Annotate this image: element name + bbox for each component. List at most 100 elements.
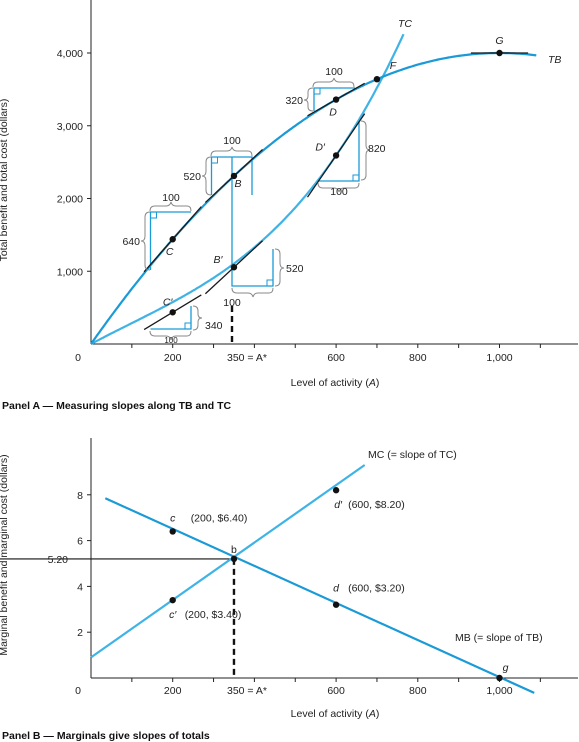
point-c	[169, 528, 176, 535]
point-c-prime	[169, 309, 176, 316]
point-c	[169, 236, 176, 243]
point-label-b-prime: B′	[213, 254, 223, 266]
brace-c-prime-run	[149, 330, 192, 341]
brace-label-c-rise: 640	[122, 236, 140, 248]
panel-b-x-label: Level of activity (A)	[291, 708, 380, 720]
panel-a-y-label: Total benefit and total cost (dollars)	[0, 99, 10, 262]
point-d	[332, 601, 340, 608]
panel-b-x-tick-label: 800	[409, 685, 427, 697]
point-label-d: D	[329, 107, 337, 119]
panel-a-y-tick-label: 3,000	[57, 121, 83, 133]
panel-b-y-tick-label: 4	[77, 581, 83, 593]
slope-triangle-b-prime	[231, 157, 274, 287]
panel-a-points	[169, 49, 503, 316]
brace-d-prime-rise	[360, 120, 371, 181]
point-f	[373, 75, 381, 83]
tb-curve-label: TB	[548, 54, 561, 66]
panel-a-braces	[140, 77, 371, 341]
panel-a-x-tick-label: 800	[409, 352, 427, 364]
brace-label-b-run: 100	[223, 135, 241, 147]
brace-label-d-run: 100	[325, 66, 343, 78]
panel-b-point-labels: c (200, $6.40) d′ (600, $8.20) b c′ (200, $3.4…	[169, 499, 508, 674]
brace-label-d-prime-rise: 820	[368, 143, 386, 155]
panel-b-y-label: Marginal benefit and marginal cost (doll…	[0, 454, 10, 655]
brace-b-rise	[201, 156, 212, 196]
panel-b-points	[169, 487, 503, 682]
brace-c-rise	[140, 211, 151, 271]
panel-a-origin-label: 0	[75, 352, 81, 364]
panel-a-x-ticks: 200 600 800 1,000	[131, 344, 541, 364]
right-angle-b	[211, 157, 218, 164]
panel-b-y-tick-label: 8	[77, 490, 83, 502]
mc-line-label: MC (= slope of TC)	[368, 449, 457, 461]
brace-label-c-prime-rise: 340	[205, 320, 223, 332]
point-d	[332, 96, 340, 103]
slope-triangle-d	[313, 87, 355, 111]
brace-b-prime-rise	[274, 248, 285, 287]
brace-c-prime-rise	[192, 305, 203, 331]
mc-line	[90, 464, 366, 659]
panel-b-x-tick-label: 1,000	[486, 685, 512, 697]
point-d-prime	[332, 487, 340, 494]
panel-b-origin-label: 0	[75, 685, 81, 697]
mb-line	[104, 497, 535, 694]
brace-d-run	[312, 77, 355, 88]
brace-d-prime-run	[317, 182, 360, 193]
point-c-prime	[169, 596, 176, 604]
brace-label-b-prime-run: 100	[223, 297, 241, 309]
panel-a-title: Panel A — Measuring slopes along TB and …	[2, 400, 232, 412]
point-label-c-prime: C′	[163, 296, 174, 308]
slope-triangle-c	[149, 211, 191, 270]
point-label-c-prime: c′	[169, 609, 177, 621]
slope-triangle-c-prime	[150, 306, 192, 330]
panel-b-astar-label: 350 = A*	[227, 685, 267, 697]
point-d-prime	[332, 152, 340, 159]
equilibrium-value-label: 5.20	[48, 554, 69, 566]
point-b	[230, 555, 238, 563]
panel-a-astar-label: 350 = A*	[227, 352, 267, 364]
panel-b-title: Panel B — Marginals give slopes of total…	[2, 730, 210, 742]
point-label-c: c	[170, 512, 176, 524]
panel-b-y-tick-label: 6	[77, 536, 83, 548]
point-g	[496, 674, 503, 682]
brace-d-rise	[303, 87, 314, 112]
point-label-g: G	[495, 35, 503, 47]
tc-curve-label: TC	[398, 18, 412, 30]
panel-b-x-tick-label: 600	[327, 685, 345, 697]
panel-a: 200 600 800 1,000 1,000 2,000 3,000 4,000 0 To…	[0, 0, 578, 412]
panel-a-x-tick-label: 600	[327, 352, 345, 364]
panel-b-y-ticks: 2 4 6 8	[77, 490, 91, 639]
point-label-f: F	[390, 60, 397, 72]
panel-a-y-tick-label: 1,000	[57, 266, 83, 278]
brace-label-d-rise: 320	[285, 95, 303, 107]
right-angle-d	[314, 88, 321, 95]
right-angle-d-prime	[352, 174, 359, 181]
point-label-d: d	[333, 583, 340, 595]
slope-triangle-d-prime	[318, 121, 360, 182]
brace-b-run	[210, 146, 253, 157]
point-g	[496, 49, 503, 57]
brace-label-c-run: 100	[162, 192, 180, 204]
point-label-b: b	[231, 544, 237, 556]
panel-a-y-tick-label: 4,000	[57, 48, 83, 60]
brace-b-prime-run	[231, 287, 274, 298]
brace-label-b-rise: 520	[183, 171, 201, 183]
brace-label-b-prime-rise: 520	[286, 263, 304, 275]
brace-label-c-prime-run: 100	[164, 336, 178, 345]
panel-a-x-label: Level of activity (A)	[291, 377, 380, 389]
panel-a-y-tick-label: 2,000	[57, 194, 83, 206]
point-note-d: (600, $3.20)	[348, 583, 405, 595]
point-label-d-prime: D′	[315, 141, 326, 153]
mb-line-label: MB (= slope of TB)	[455, 632, 543, 644]
panel-b-x-tick-label: 200	[164, 685, 182, 697]
brace-c-run	[149, 201, 192, 212]
right-angle-c	[150, 212, 157, 219]
right-angle-b-prime	[266, 279, 273, 286]
panel-a-y-ticks: 1,000 2,000 3,000 4,000	[57, 48, 91, 278]
point-label-d-prime: d′	[334, 499, 343, 511]
point-b	[230, 172, 238, 180]
brace-label-d-prime-run: 100	[330, 186, 348, 198]
panel-b-y-tick-label: 2	[77, 627, 83, 639]
